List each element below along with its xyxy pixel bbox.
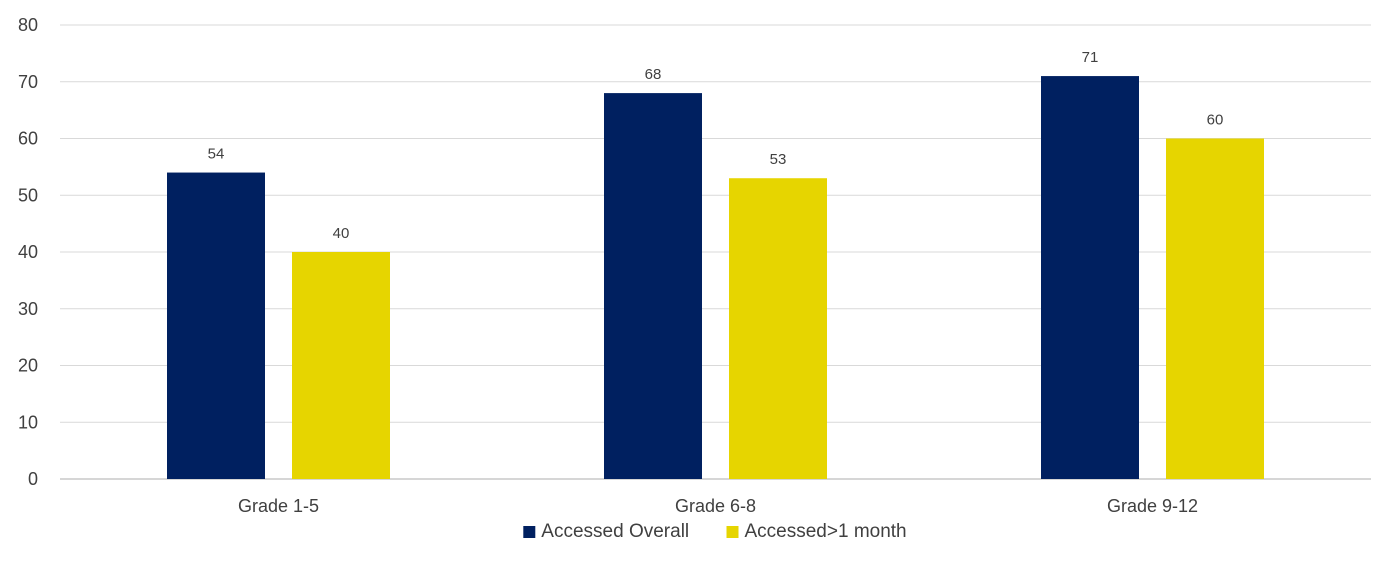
bar-accessed-gt-1-month xyxy=(292,252,390,479)
bars xyxy=(167,76,1264,480)
y-tick-label: 70 xyxy=(18,72,38,92)
data-label: 60 xyxy=(1207,112,1224,129)
data-label: 71 xyxy=(1082,49,1099,66)
data-label: 40 xyxy=(333,225,350,242)
y-tick-label: 80 xyxy=(18,15,38,35)
legend-item-accessed-gt-1-month: Accessed>1 month xyxy=(726,521,907,542)
legend-label: Accessed>1 month xyxy=(745,521,907,542)
y-tick-label: 10 xyxy=(18,412,38,432)
y-tick-label: 50 xyxy=(18,185,38,205)
gridlines xyxy=(60,24,1371,480)
y-tick-label: 20 xyxy=(18,356,38,376)
x-tick-label: Grade 9-12 xyxy=(1107,496,1198,516)
bar-accessed-overall xyxy=(604,93,702,479)
legend-swatch xyxy=(726,526,739,538)
bar-accessed-overall xyxy=(167,172,265,480)
bar-accessed-gt-1-month xyxy=(1166,138,1264,479)
x-tick-label: Grade 1-5 xyxy=(238,496,319,516)
x-tick-label: Grade 6-8 xyxy=(675,496,756,516)
data-label: 68 xyxy=(645,66,662,83)
legend-label: Accessed Overall xyxy=(541,521,689,542)
bar-accessed-overall xyxy=(1041,76,1139,479)
y-tick-label: 30 xyxy=(18,299,38,319)
y-tick-label: 60 xyxy=(18,129,38,149)
x-axis-ticks: Grade 1-5 Grade 6-8 Grade 9-12 xyxy=(238,496,1198,516)
data-labels: 54 40 68 53 71 60 xyxy=(208,49,1224,242)
y-axis-ticks: 0 10 20 30 40 50 60 70 80 xyxy=(18,15,38,489)
data-label: 53 xyxy=(770,151,787,168)
data-label: 54 xyxy=(208,146,225,163)
y-tick-label: 0 xyxy=(28,469,38,489)
bar-accessed-gt-1-month xyxy=(729,178,827,479)
y-tick-label: 40 xyxy=(18,242,38,262)
legend-swatch xyxy=(523,526,536,538)
legend: Accessed Overall Accessed>1 month xyxy=(523,521,907,542)
legend-item-accessed-overall: Accessed Overall xyxy=(523,521,689,542)
